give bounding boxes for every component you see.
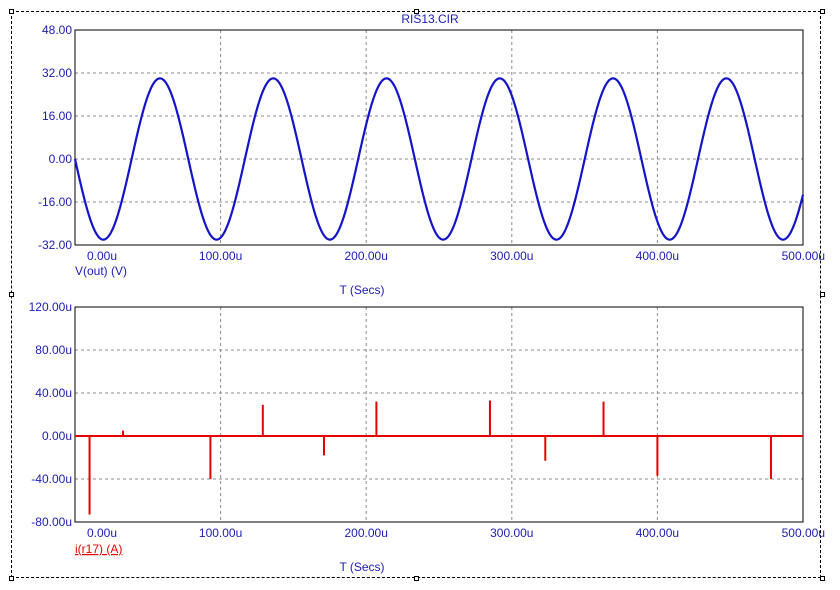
current-x-tick-label: 500.00u xyxy=(782,526,825,540)
voltage-y-tick-label: 0.00 xyxy=(49,152,73,166)
voltage-plot: 48.00 32.00 16.00 0.00 -16.00 -32.00 0.00u 100… xyxy=(38,23,825,297)
voltage-grid xyxy=(75,30,803,245)
current-x-tick-label: 200.00u xyxy=(345,526,388,540)
voltage-trace xyxy=(73,77,805,241)
resize-handle[interactable] xyxy=(9,9,14,14)
voltage-x-axis-label: T (Secs) xyxy=(339,283,384,297)
current-x-axis-label: T (Secs) xyxy=(339,560,384,574)
voltage-y-tick-label: 16.00 xyxy=(42,109,72,123)
resize-handle[interactable] xyxy=(820,292,825,297)
current-x-tick-label: 300.00u xyxy=(490,526,533,540)
voltage-x-tick-label: 0.00u xyxy=(87,249,117,263)
voltage-y-tick-label: -32.00 xyxy=(38,238,72,252)
current-trace xyxy=(75,400,803,515)
current-y-tick-label: 40.00u xyxy=(35,386,72,400)
current-y-tick-label: -80.00u xyxy=(31,515,72,529)
current-y-tick-label: 80.00u xyxy=(35,343,72,357)
current-x-tick-label: 0.00u xyxy=(87,526,117,540)
voltage-x-tick-label: 100.00u xyxy=(199,249,242,263)
current-grid xyxy=(75,307,803,522)
voltage-x-tick-label: 500.00u xyxy=(782,249,825,263)
voltage-y-tick-label: 48.00 xyxy=(42,23,72,37)
voltage-x-ticks: 0.00u 100.00u 200.00u 300.00u 400.00u 500.00u xyxy=(87,249,825,263)
current-x-tick-label: 100.00u xyxy=(199,526,242,540)
resize-handle[interactable] xyxy=(820,9,825,14)
voltage-plot-area xyxy=(74,29,804,246)
voltage-y-tick-label: -16.00 xyxy=(38,195,72,209)
resize-handle[interactable] xyxy=(9,292,14,297)
chart-title: RIS13.CIR xyxy=(401,12,459,26)
voltage-x-tick-label: 400.00u xyxy=(636,249,679,263)
voltage-series-label[interactable]: V(out) (V) xyxy=(75,264,127,278)
resize-handle[interactable] xyxy=(820,576,825,581)
current-y-tick-label: 0.00u xyxy=(42,429,72,443)
current-y-tick-label: 120.00u xyxy=(29,300,72,314)
current-plot: 120.00u 80.00u 40.00u 0.00u -40.00u -80.00u 0… xyxy=(29,300,825,574)
current-y-tick-label: -40.00u xyxy=(31,472,72,486)
resize-handle[interactable] xyxy=(9,576,14,581)
resize-handle[interactable] xyxy=(414,576,419,581)
current-y-ticks: 120.00u 80.00u 40.00u 0.00u -40.00u -80.00u xyxy=(29,300,72,529)
current-x-tick-label: 400.00u xyxy=(636,526,679,540)
resize-handle[interactable] xyxy=(414,9,419,14)
current-plot-area xyxy=(74,306,804,523)
voltage-x-tick-label: 300.00u xyxy=(490,249,533,263)
voltage-y-ticks: 48.00 32.00 16.00 0.00 -16.00 -32.00 xyxy=(38,23,72,252)
voltage-y-tick-label: 32.00 xyxy=(42,66,72,80)
voltage-x-tick-label: 200.00u xyxy=(345,249,388,263)
current-series-label[interactable]: i(r17) (A) xyxy=(75,542,122,556)
current-x-ticks: 0.00u 100.00u 200.00u 300.00u 400.00u 500.00u xyxy=(87,526,825,540)
